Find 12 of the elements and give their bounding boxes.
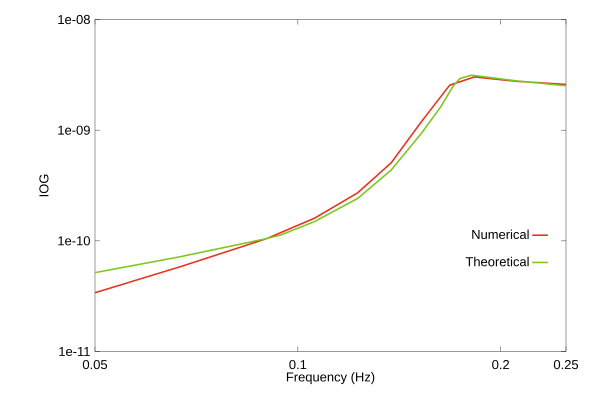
legend-label: Theoretical — [466, 256, 529, 266]
x-axis-title: Frequency (Hz) — [286, 372, 374, 384]
x-tick-label: 0.25 — [554, 360, 578, 370]
y-axis-title: IOG — [39, 174, 49, 196]
y-tick-label: 1e-09 — [58, 126, 90, 135]
y-tick-label: 1e-11 — [59, 347, 90, 356]
x-tick-label: 0.1 — [289, 360, 306, 370]
y-tick-label: 1e-10 — [58, 236, 90, 246]
x-tick-label: 0.2 — [492, 360, 510, 370]
y-tick-label: 1e-08 — [58, 14, 90, 24]
legend-label: Numerical — [472, 230, 529, 240]
x-tick-label: 0.05 — [82, 360, 108, 370]
